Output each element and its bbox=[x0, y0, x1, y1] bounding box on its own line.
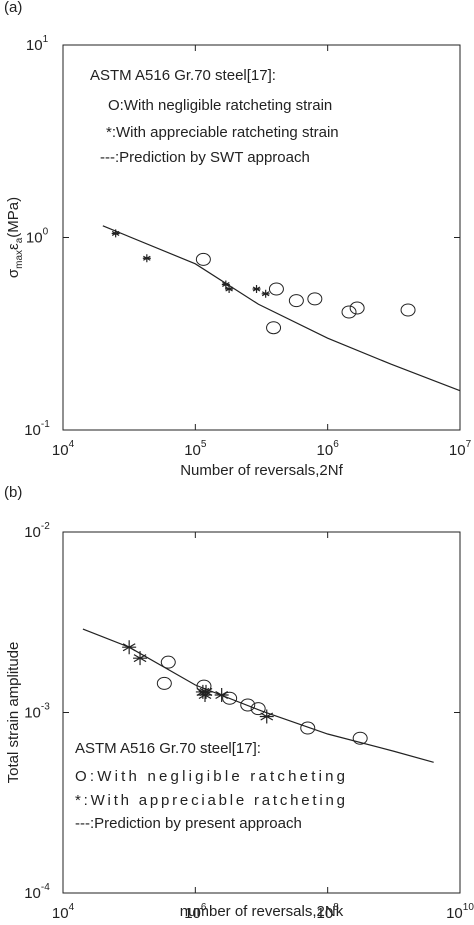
circle-marker bbox=[266, 321, 282, 335]
x-tick-label: 108 bbox=[317, 902, 340, 922]
x-tick-label: 104 bbox=[52, 902, 75, 922]
y-axis-label: σmaxεa(MPa) bbox=[5, 197, 25, 278]
y-tick-exponent: 1 bbox=[43, 34, 49, 45]
x-tick-base: 10 bbox=[184, 442, 201, 459]
x-tick-exponent: 7 bbox=[466, 439, 472, 450]
y-tick-base: 10 bbox=[24, 422, 41, 439]
y-tick-base: 10 bbox=[24, 524, 41, 541]
star-marker bbox=[142, 254, 151, 263]
x-axis-label: Number of reversals,2Nf bbox=[180, 462, 343, 479]
annotation: *:With appreciable ratcheting strain bbox=[106, 124, 339, 141]
circle-marker bbox=[195, 252, 211, 266]
annotation: ---:Prediction by SWT approach bbox=[100, 149, 310, 166]
x-tick-base: 10 bbox=[449, 442, 466, 459]
y-tick-base: 10 bbox=[26, 37, 43, 54]
annotation: O:With negligible ratcheting strain bbox=[108, 97, 332, 114]
star-marker bbox=[221, 280, 230, 289]
circle-marker bbox=[268, 282, 284, 296]
star-marker bbox=[225, 285, 234, 294]
x-tick-exponent: 6 bbox=[333, 439, 339, 450]
y-tick-label: 10-3 bbox=[24, 702, 50, 722]
x-tick-base: 10 bbox=[184, 905, 201, 922]
prediction-line bbox=[102, 225, 461, 392]
x-tick-exponent: 4 bbox=[69, 902, 75, 913]
y-tick-exponent: -2 bbox=[41, 521, 50, 532]
circle-marker bbox=[250, 702, 266, 716]
x-tick-base: 10 bbox=[52, 442, 69, 459]
y-axis-label-part: ε bbox=[5, 243, 22, 250]
star-marker bbox=[252, 285, 261, 294]
circle-marker bbox=[160, 655, 176, 669]
y-axis-label-part: a bbox=[14, 237, 25, 243]
y-axis-label: Total strain amplitude bbox=[5, 642, 22, 784]
circle-marker bbox=[300, 721, 316, 735]
x-tick-base: 10 bbox=[317, 442, 334, 459]
x-tick-label: 1010 bbox=[446, 902, 474, 922]
annotation: O:With negligible ratcheting bbox=[75, 768, 345, 785]
x-tick-label: 106 bbox=[317, 439, 340, 459]
prediction-line bbox=[82, 628, 434, 763]
x-tick-label: 104 bbox=[52, 439, 75, 459]
circle-marker bbox=[156, 676, 172, 690]
circle-marker bbox=[222, 691, 238, 705]
y-tick-label: 100 bbox=[26, 227, 49, 247]
x-tick-exponent: 6 bbox=[201, 902, 207, 913]
x-tick-base: 10 bbox=[52, 905, 69, 922]
y-axis-label-part: (MPa) bbox=[5, 197, 22, 238]
star-marker bbox=[198, 688, 213, 703]
panel-label: (b) bbox=[4, 484, 22, 501]
y-tick-base: 10 bbox=[26, 230, 43, 247]
star-marker bbox=[259, 709, 274, 724]
x-tick-exponent: 10 bbox=[463, 902, 474, 913]
y-tick-label: 10-4 bbox=[24, 882, 50, 902]
plot-frame bbox=[62, 531, 461, 894]
x-axis-label: number of reversals,2Nk bbox=[180, 903, 344, 920]
y-tick-exponent: 0 bbox=[43, 227, 49, 238]
y-tick-label: 10-1 bbox=[24, 419, 50, 439]
y-tick-exponent: -1 bbox=[41, 419, 50, 430]
circle-marker bbox=[352, 731, 368, 745]
y-axis-label-part: Total strain amplitude bbox=[5, 642, 22, 784]
x-tick-label: 106 bbox=[184, 902, 207, 922]
x-tick-label: 107 bbox=[449, 439, 472, 459]
y-axis-label-part: σ bbox=[5, 268, 22, 278]
circle-marker bbox=[400, 303, 416, 317]
x-tick-exponent: 8 bbox=[333, 902, 339, 913]
star-marker bbox=[261, 289, 270, 298]
x-tick-exponent: 4 bbox=[69, 439, 75, 450]
circle-marker bbox=[307, 292, 323, 306]
x-tick-base: 10 bbox=[446, 905, 463, 922]
x-tick-label: 105 bbox=[184, 439, 207, 459]
y-tick-base: 10 bbox=[24, 705, 41, 722]
circle-marker bbox=[240, 698, 256, 712]
annotation: ASTM A516 Gr.70 steel[17]: bbox=[90, 67, 276, 84]
star-marker bbox=[111, 229, 120, 238]
annotation: *:With appreciable ratcheting bbox=[75, 792, 345, 809]
x-tick-exponent: 5 bbox=[201, 439, 207, 450]
annotation: ASTM A516 Gr.70 steel[17]: bbox=[75, 740, 261, 757]
y-tick-label: 10-2 bbox=[24, 521, 50, 541]
circle-marker bbox=[341, 305, 357, 319]
annotation: ---:Prediction by present approach bbox=[75, 815, 302, 832]
y-tick-exponent: -4 bbox=[41, 882, 50, 893]
star-marker bbox=[133, 651, 148, 666]
y-tick-base: 10 bbox=[24, 885, 41, 902]
y-tick-exponent: -3 bbox=[41, 702, 50, 713]
circle-marker bbox=[288, 294, 304, 308]
circle-marker bbox=[349, 301, 365, 315]
panel-label: (a) bbox=[4, 0, 22, 16]
y-axis-label-part: max bbox=[14, 250, 25, 269]
y-tick-label: 101 bbox=[26, 34, 49, 54]
x-tick-base: 10 bbox=[317, 905, 334, 922]
